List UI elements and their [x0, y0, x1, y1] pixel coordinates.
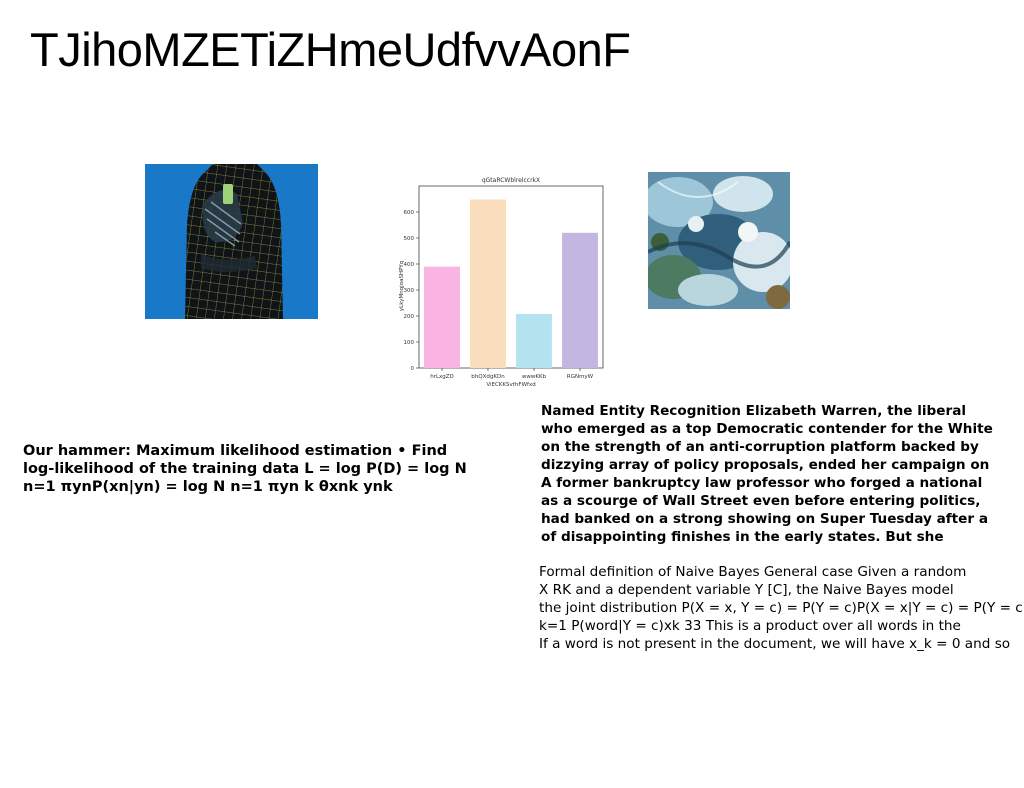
bar [470, 199, 506, 368]
y-tick-label: 200 [404, 314, 415, 320]
y-tick-label: 100 [404, 340, 415, 346]
y-tick-label: 500 [404, 236, 415, 242]
chart-ylabel: yLkyMnqjoaSHPYq [399, 261, 405, 311]
mle-text-block: Our hammer: Maximum likelihood estimatio… [23, 442, 523, 496]
y-tick-label: 600 [404, 210, 415, 216]
y-tick-label: 300 [404, 288, 415, 294]
chart-xlabel: ViECKKSvthFWfxd [486, 382, 535, 388]
ner-text-block: Named Entity Recognition Elizabeth Warre… [541, 402, 1024, 546]
y-tick-label: 0 [411, 366, 415, 372]
x-tick-label: RGNmyW [567, 374, 594, 380]
slide-title: TJihoMZETiZHmeUdfvvAonF [30, 23, 631, 76]
text-line: Formal definition of Naive Bayes General… [539, 564, 967, 580]
chart-title: qGtaRCWblrelccrkX [482, 177, 540, 184]
text-line: who emerged as a top Democratic contende… [541, 421, 993, 437]
text-line: If a word is not present in the document… [539, 636, 1011, 652]
text-line: n=1 πynP(xn|yn) = log N n=1 πyn k θxnk y… [23, 479, 393, 495]
bar [424, 266, 460, 368]
text-line: the joint distribution P(X = x, Y = c) =… [539, 600, 1024, 616]
text-line: Named Entity Recognition Elizabeth Warre… [541, 403, 967, 419]
y-tick-label: 400 [404, 262, 415, 268]
x-tick-label: bhQXdgKDn [471, 374, 505, 380]
person-photo [145, 164, 318, 319]
text-line: k=1 P(word|Y = c)xk 33 This is a product… [539, 618, 961, 634]
text-line: A former bankruptcy law professor who fo… [541, 475, 983, 491]
text-line: dizzying array of policy proposals, ende… [541, 457, 990, 473]
bar [562, 232, 598, 368]
bar [516, 313, 552, 368]
text-line: log-likelihood of the training data L = … [23, 461, 467, 477]
text-line: as a scourge of Wall Street even before … [541, 493, 981, 509]
x-tick-label: wwwKKb [522, 374, 547, 380]
bar-chart: qGtaRCWblrelccrkX ViECKKSvthFWfxd yLkyMn… [392, 168, 612, 392]
text-line: on the strength of an anti-corruption pl… [541, 439, 979, 455]
chart-frame [418, 185, 604, 369]
naive-bayes-text-block: Formal definition of Naive Bayes General… [539, 563, 1024, 653]
text-line: Our hammer: Maximum likelihood estimatio… [23, 443, 448, 459]
text-line: X RK and a dependent variable Y [C], the… [539, 582, 954, 598]
abstract-painting [648, 172, 790, 309]
x-tick-label: hrLxgZD [430, 374, 454, 380]
text-line: had banked on a strong showing on Super … [541, 511, 989, 527]
text-line: of disappointing finishes in the early s… [541, 529, 944, 545]
